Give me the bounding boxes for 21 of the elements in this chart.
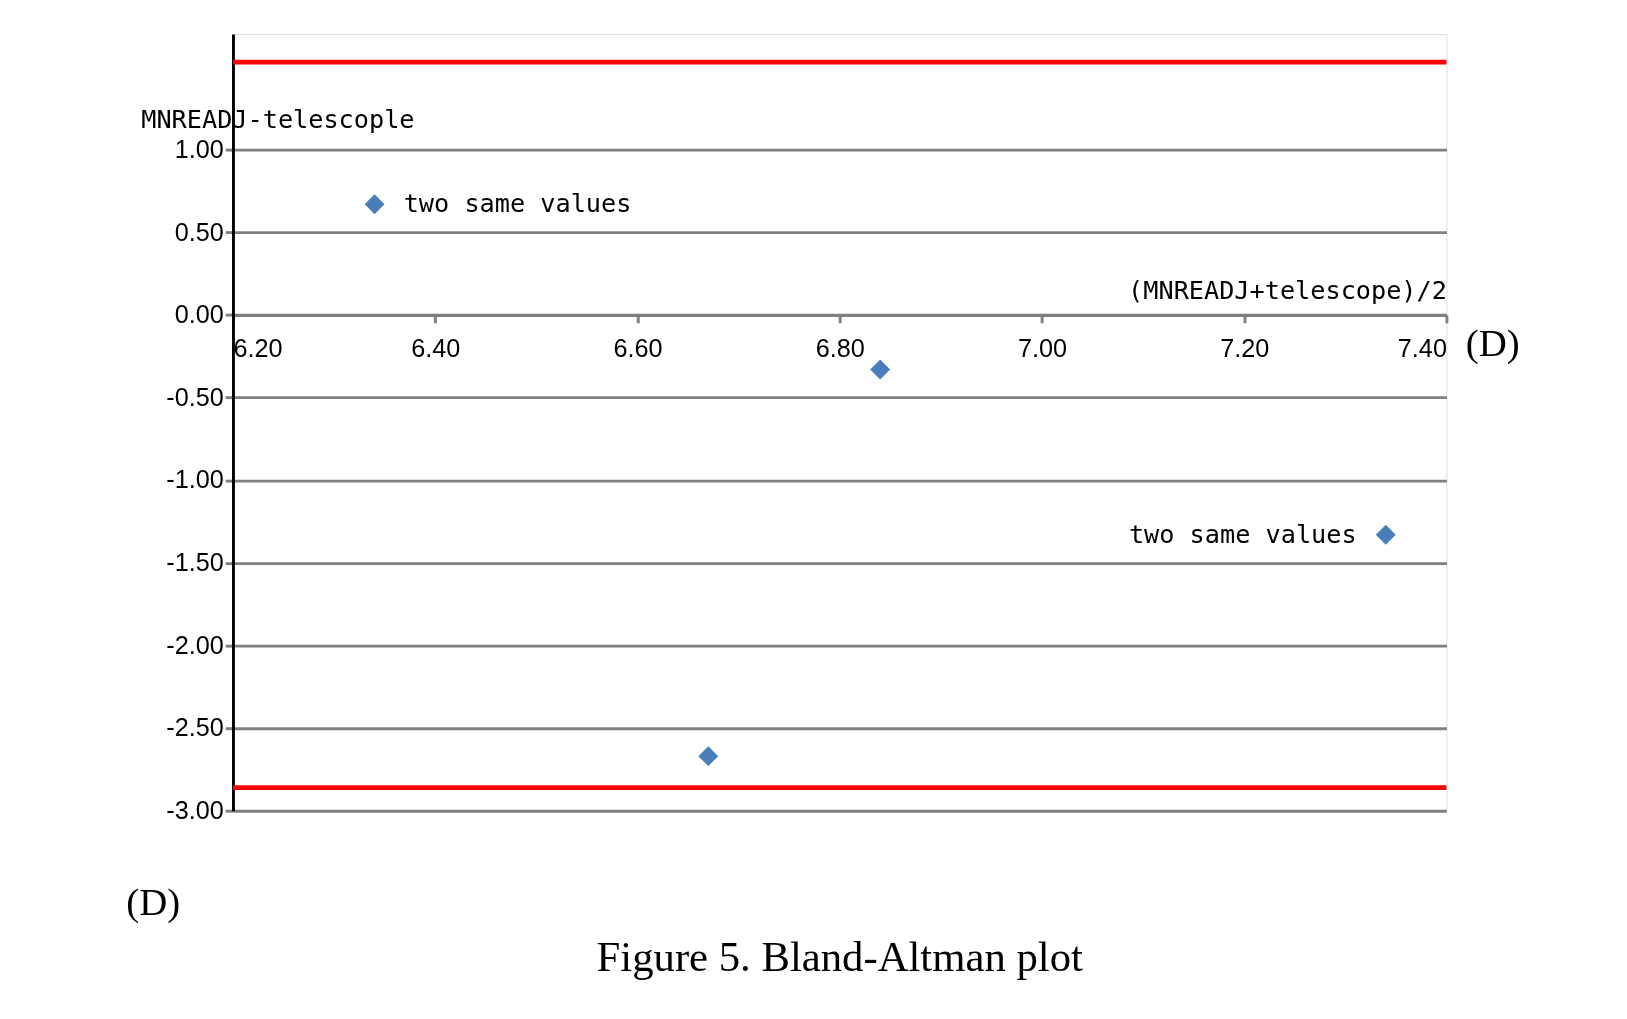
y-tick-label: -3.00 (166, 795, 224, 824)
text: (D) (1465, 320, 1520, 365)
y-tick-label: -1.00 (166, 465, 224, 494)
x-tick-label: 7.00 (1017, 334, 1067, 363)
y-tick-label: 1.00 (174, 135, 224, 164)
y-tick-label: -2.50 (166, 713, 224, 742)
text: Figure 5. Bland-Altman plot (596, 932, 1083, 980)
annotation: two same values (403, 189, 632, 219)
x-axis-title: (MNREADJ+telescope)/2 (1128, 275, 1447, 305)
x-tick-label: 7.20 (1220, 334, 1270, 363)
y-tick-label: 0.50 (174, 217, 224, 246)
annotation: two same values (1128, 519, 1357, 549)
y-tick-label: -2.00 (166, 630, 224, 659)
y-tick-label: -1.50 (166, 548, 224, 577)
y-tick-label: 0.00 (174, 300, 224, 329)
x-tick-label: 7.40 (1397, 334, 1447, 363)
text: (D) (126, 879, 181, 924)
y-tick-label: -0.50 (166, 382, 224, 411)
x-tick-label: 6.40 (411, 334, 461, 363)
x-tick-label: 6.80 (815, 334, 865, 363)
x-tick-label: 6.60 (613, 334, 663, 363)
